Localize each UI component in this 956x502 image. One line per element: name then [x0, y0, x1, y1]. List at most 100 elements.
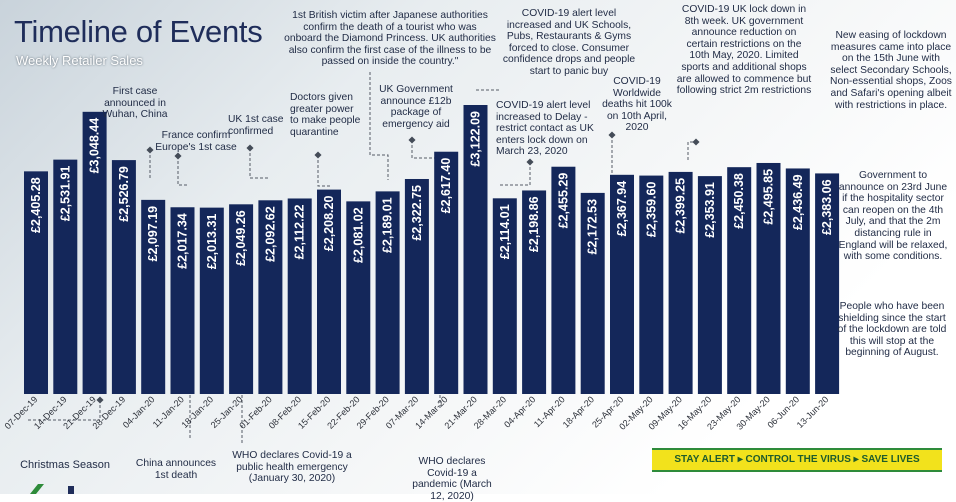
bar-value-label: £2,049.26: [234, 210, 248, 266]
bar: [24, 171, 48, 394]
x-tick-label: 13-Jun-20: [795, 394, 831, 430]
bar: [82, 111, 107, 394]
bar-value-label: £2,112.22: [293, 204, 307, 259]
bar-value-label: £2,198.86: [527, 196, 541, 252]
bar: [258, 200, 283, 394]
annotation-marker: [314, 151, 322, 159]
annotation-quarantine: Doctors given greater power to make peop…: [290, 92, 361, 138]
annotation-marker: [692, 138, 700, 146]
bar: [727, 167, 752, 394]
bar: [756, 162, 781, 394]
bar: [522, 190, 547, 394]
bar: [668, 171, 693, 394]
bar: [317, 189, 341, 394]
annotation-who-pandemic: WHO declares Covid-19 a pandemic (March …: [412, 456, 492, 502]
bar: [492, 198, 517, 394]
bar: [580, 192, 605, 394]
bar-value-label: £2,114.01: [498, 204, 512, 259]
bar: [551, 166, 576, 394]
value-labels: £2,405.28 £2,531.91 £3,048.44 £2,526.79 £2,0…: [29, 111, 834, 269]
bar: [610, 174, 634, 394]
annotation-uk-first: UK 1st case confirmed: [228, 114, 284, 137]
connector-delay: [500, 162, 531, 186]
bar-value-label: £2,383.06: [820, 179, 834, 235]
connector-british-victim: [369, 72, 389, 180]
bar: [375, 191, 400, 394]
connector-emergency-aid: [411, 140, 438, 159]
bar: [785, 168, 810, 394]
bar-value-label: £2,017.34: [176, 213, 190, 269]
bar-value-label: £2,013.31: [205, 214, 219, 270]
connector-quarantine: [317, 155, 330, 187]
annotation-british-victim: 1st British victim after Japanese author…: [284, 10, 496, 68]
annotation-marker: [408, 136, 416, 144]
company-logo: [30, 484, 74, 494]
bar-value-label: £2,359.60: [644, 182, 658, 238]
bar: [697, 176, 722, 394]
annotation-marker: [246, 144, 254, 152]
bar-value-label: £2,081.02: [351, 207, 365, 263]
annotation-france: France confirm Europe's 1st case: [155, 130, 237, 153]
bar-value-label: £3,122.09: [469, 111, 483, 167]
connector-may: [687, 141, 696, 160]
bar: [404, 178, 429, 394]
bar-value-label: £2,208.20: [322, 196, 336, 252]
bar: [229, 204, 254, 394]
annotation-emergency-aid: UK Government announce £12b package of e…: [379, 84, 453, 130]
annotation-100k: COVID-19 Worldwide deaths hit 100k on 10…: [602, 76, 672, 134]
bars: [24, 105, 840, 394]
connector-france: [177, 156, 188, 186]
annotation-marker: [146, 146, 154, 154]
bar-value-label: £2,436.49: [791, 174, 805, 230]
bar-value-label: £2,617.40: [439, 158, 453, 214]
x-tick-labels: 07-Dec-1914-Dec-1921-Dec-1928-Dec-1904-J…: [3, 394, 831, 431]
bar-value-label: £2,399.25: [674, 178, 688, 234]
bar-value-label: £2,450.38: [732, 173, 746, 229]
annotation-marker: [174, 152, 182, 160]
bar: [639, 175, 664, 394]
bar-value-label: £2,172.53: [586, 199, 600, 255]
stay-alert-banner: STAY ALERT ▸ CONTROL THE VIRUS ▸ SAVE LI…: [652, 448, 942, 472]
page-title: Timeline of Events: [14, 14, 263, 49]
bar-value-label: £3,048.44: [88, 118, 102, 174]
bar-value-label: £2,455.29: [556, 173, 570, 229]
annotation-marker: [608, 131, 616, 139]
annotation-marker: [96, 396, 104, 404]
bar-value-label: £2,405.28: [29, 177, 43, 233]
bar: [111, 160, 136, 394]
bar: [434, 151, 459, 394]
bar: [463, 105, 488, 394]
bar: [141, 199, 166, 394]
x-tick-label: 04-Jan-20: [121, 394, 157, 430]
bar-value-label: £2,353.91: [703, 182, 717, 238]
annotation-delay: COVID-19 alert level increased to Delay …: [496, 100, 594, 158]
bar: [815, 173, 840, 394]
annotation-christmas: Christmas Season: [20, 459, 110, 471]
bar-value-label: £2,526.79: [117, 166, 131, 222]
bar: [287, 198, 312, 394]
bar: [170, 207, 195, 394]
bar-value-label: £2,322.75: [410, 185, 424, 241]
bar: [199, 207, 224, 394]
bar-value-label: £2,495.85: [762, 169, 776, 225]
bar-value-label: £2,189.01: [381, 197, 395, 253]
bar: [346, 201, 371, 394]
annotation-connectors: [28, 72, 696, 445]
bar-value-label: £2,531.91: [58, 166, 72, 222]
bar-value-label: £2,367.94: [615, 181, 629, 237]
annotation-alert-close: COVID-19 alert level increased and UK Sc…: [502, 8, 636, 77]
annotation-who-emergency: WHO declares Covid-19 a public health em…: [232, 450, 352, 485]
annotation-hospitality: Government to announce on 23rd June if t…: [838, 170, 948, 263]
annotation-shielding: People who have been shielding since the…: [837, 301, 947, 359]
annotation-may-easing: COVID-19 UK lock down in 8th week. UK go…: [676, 4, 812, 97]
bar-value-label: £2,097.19: [146, 206, 160, 262]
x-tick-label: 04-Apr-20: [502, 394, 537, 429]
annotation-marker: [526, 158, 534, 166]
connector-uk-first: [249, 148, 270, 179]
annotation-china-death: China announces 1st death: [135, 458, 217, 481]
bar-value-label: £2,092.62: [263, 206, 277, 262]
annotation-wuhan: First case announced in Wuhan, China: [102, 86, 168, 121]
annotation-june-easing: New easing of lockdown measures came int…: [830, 30, 952, 111]
page-subtitle: Weekly Retailer Sales: [16, 53, 143, 68]
